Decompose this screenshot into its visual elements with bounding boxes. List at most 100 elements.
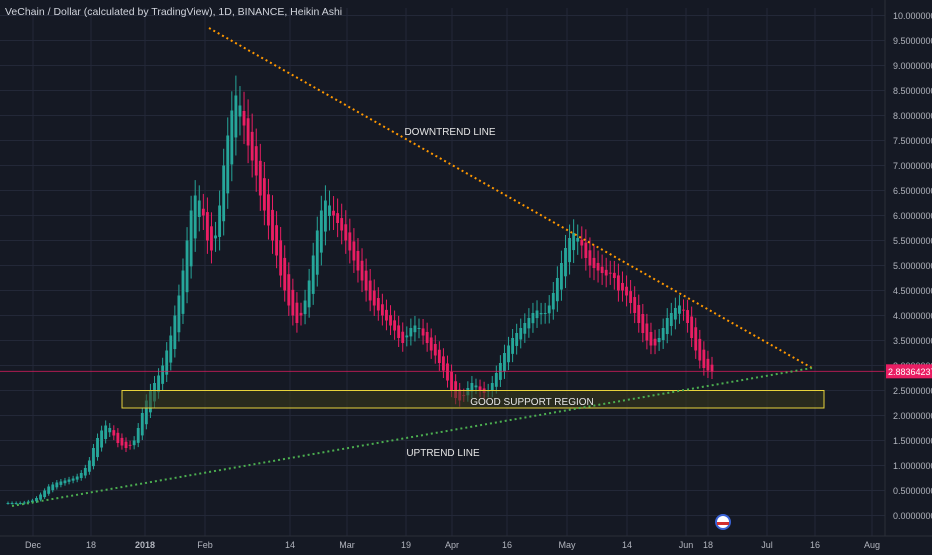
candle-body[interactable] — [173, 315, 177, 350]
candle-body[interactable] — [254, 146, 258, 176]
candle-body[interactable] — [271, 209, 274, 241]
candle-body[interactable] — [193, 195, 197, 239]
candle-body[interactable] — [380, 304, 384, 316]
candle-body[interactable] — [450, 371, 453, 391]
candle-body[interactable] — [515, 333, 519, 346]
candle-body[interactable] — [348, 232, 352, 251]
candle-body[interactable] — [344, 224, 348, 241]
candle-body[interactable] — [519, 328, 523, 340]
candle-body[interactable] — [177, 295, 181, 333]
candle-body[interactable] — [572, 233, 576, 251]
candle-body[interactable] — [47, 486, 51, 494]
candle-body[interactable] — [641, 314, 645, 333]
candle-body[interactable] — [560, 263, 563, 290]
candle-body[interactable] — [238, 105, 242, 117]
candle-body[interactable] — [637, 305, 641, 323]
candle-body[interactable] — [673, 308, 677, 320]
candle-body[interactable] — [535, 310, 539, 319]
candle-body[interactable] — [511, 338, 515, 354]
candle-body[interactable] — [132, 440, 136, 446]
candle-body[interactable] — [352, 241, 356, 261]
support-region-rect[interactable] — [121, 390, 825, 409]
candle-body[interactable] — [507, 345, 510, 363]
candle-body[interactable] — [71, 478, 75, 481]
candle-body[interactable] — [43, 490, 47, 498]
candle-body[interactable] — [490, 383, 494, 391]
candle-body[interactable] — [10, 503, 14, 504]
candle-body[interactable] — [96, 438, 99, 458]
candle-body[interactable] — [441, 356, 445, 371]
candle-body[interactable] — [413, 325, 417, 333]
candle-body[interactable] — [368, 280, 372, 301]
candle-body[interactable] — [584, 242, 588, 258]
candle-body[interactable] — [686, 310, 690, 323]
candle-body[interactable] — [6, 503, 10, 504]
candle-body[interactable] — [702, 349, 706, 368]
candle-body[interactable] — [291, 289, 295, 316]
candle-body[interactable] — [657, 338, 661, 343]
candle-body[interactable] — [405, 335, 409, 338]
candle-body[interactable] — [356, 250, 360, 271]
candle-body[interactable] — [564, 248, 567, 277]
candle-body[interactable] — [376, 298, 380, 311]
candle-body[interactable] — [555, 278, 559, 302]
candle-body[interactable] — [596, 262, 600, 271]
candle-body[interactable] — [633, 297, 637, 313]
candle-body[interactable] — [629, 291, 633, 303]
candle-body[interactable] — [417, 328, 421, 329]
candle-body[interactable] — [661, 328, 665, 341]
candle-body[interactable] — [625, 286, 628, 296]
candle-body[interactable] — [372, 290, 376, 306]
candle-body[interactable] — [30, 500, 34, 503]
candle-body[interactable] — [319, 210, 323, 253]
candle-body[interactable] — [120, 437, 124, 446]
candle-body[interactable] — [124, 441, 128, 448]
candle-body[interactable] — [600, 266, 604, 273]
candle-body[interactable] — [185, 240, 189, 293]
candle-body[interactable] — [393, 320, 397, 331]
candle-body[interactable] — [454, 381, 458, 398]
candle-body[interactable] — [311, 255, 315, 294]
candle-body[interactable] — [401, 331, 405, 343]
candle-body[interactable] — [604, 269, 608, 276]
candle-body[interactable] — [690, 316, 694, 338]
candle-body[interactable] — [63, 480, 67, 484]
candle-body[interactable] — [612, 272, 616, 278]
candle-body[interactable] — [478, 386, 482, 391]
candle-body[interactable] — [425, 331, 429, 343]
candle-body[interactable] — [616, 275, 620, 291]
candle-body[interactable] — [340, 218, 344, 231]
candle-body[interactable] — [279, 240, 283, 276]
candle-body[interactable] — [104, 425, 108, 440]
candle-body[interactable] — [592, 257, 596, 268]
candle-body[interactable] — [39, 494, 42, 500]
candle-body[interactable] — [409, 328, 413, 337]
candle-body[interactable] — [51, 484, 55, 491]
support-region-label[interactable]: GOOD SUPPORT REGION — [470, 397, 594, 408]
candles-layer[interactable] — [6, 75, 714, 505]
candle-body[interactable] — [218, 205, 222, 237]
candle-body[interactable] — [287, 274, 291, 306]
candle-body[interactable] — [242, 110, 246, 126]
candle-body[interactable] — [446, 363, 449, 381]
candle-body[interactable] — [169, 335, 173, 363]
candle-body[interactable] — [543, 313, 547, 314]
candle-body[interactable] — [250, 131, 254, 161]
uptrend-line[interactable] — [11, 367, 813, 507]
candle-body[interactable] — [649, 332, 653, 346]
candle-body[interactable] — [323, 200, 327, 232]
candle-body[interactable] — [136, 428, 140, 443]
candle-body[interactable] — [328, 205, 331, 217]
candle-body[interactable] — [87, 460, 91, 472]
candle-body[interactable] — [128, 444, 132, 446]
candle-body[interactable] — [437, 349, 441, 363]
uptrend-line-label[interactable]: UPTREND LINE — [406, 448, 480, 459]
candle-body[interactable] — [157, 375, 160, 393]
drawings-layer[interactable]: DOWNTREND LINE GOOD SUPPORT REGION UPTREND… — [0, 27, 885, 507]
candle-body[interactable] — [608, 272, 612, 274]
candle-body[interactable] — [165, 350, 169, 375]
candle-body[interactable] — [275, 225, 279, 256]
candle-body[interactable] — [389, 315, 392, 326]
